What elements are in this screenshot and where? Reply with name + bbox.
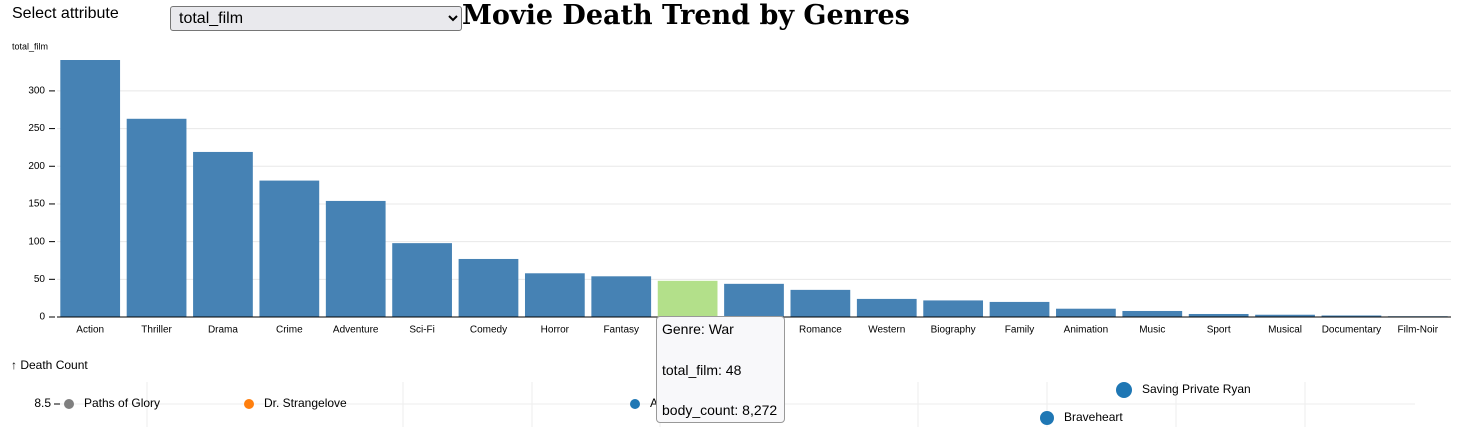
point-label: Paths of Glory xyxy=(84,396,160,410)
point-label: A xyxy=(650,396,658,410)
x-tick-label: Film-Noir xyxy=(1398,325,1439,336)
x-tick-label: Drama xyxy=(208,325,238,336)
y-tick-label: 50 xyxy=(34,274,46,285)
bar xyxy=(1188,313,1249,317)
y-tick-label: 250 xyxy=(28,123,45,134)
attribute-select[interactable]: total_film xyxy=(170,6,462,31)
bar xyxy=(724,283,784,317)
point-label: Dr. Strangelove xyxy=(264,396,347,410)
x-tick-label: Crime xyxy=(276,325,303,336)
tooltip-line: body_count: 8,272 xyxy=(662,402,778,418)
bar xyxy=(1321,315,1382,317)
point-label: Saving Private Ryan xyxy=(1142,382,1251,396)
bar xyxy=(856,298,917,317)
x-tick-label: Action xyxy=(76,325,104,336)
bar xyxy=(60,60,121,317)
x-tick-label: Thriller xyxy=(141,325,172,336)
x-tick-label: Animation xyxy=(1064,325,1108,336)
x-tick-label: Western xyxy=(868,325,905,336)
bar xyxy=(790,289,851,317)
y-tick-label: 200 xyxy=(28,161,45,172)
x-tick-label: Comedy xyxy=(470,325,507,336)
bar xyxy=(259,180,320,317)
y-axis-label: ↑ Death Count xyxy=(11,358,88,372)
chart-title: Movie Death Trend by Genres xyxy=(462,0,910,31)
bar xyxy=(325,200,386,317)
bar xyxy=(591,276,652,317)
x-tick-label: Biography xyxy=(931,325,976,336)
point xyxy=(244,399,254,409)
y-axis-label: total_film xyxy=(12,41,48,51)
bar xyxy=(1122,310,1183,317)
tooltip: Genre: War total_film: 48 body_count: 8,… xyxy=(656,316,785,423)
bar xyxy=(923,300,984,317)
x-tick-label: Adventure xyxy=(333,325,379,336)
x-tick-label: Documentary xyxy=(1322,325,1381,336)
bar xyxy=(989,301,1050,317)
tooltip-line: Genre: War xyxy=(662,321,734,337)
tooltip-line: total_film: 48 xyxy=(662,362,742,378)
point-label: Braveheart xyxy=(1064,410,1123,424)
x-tick-label: Sport xyxy=(1207,325,1231,336)
bar xyxy=(458,258,519,317)
y-tick-label: 300 xyxy=(28,86,45,97)
select-label: Select attribute xyxy=(12,5,119,22)
y-tick-label: 0 xyxy=(39,312,45,323)
x-tick-label: Music xyxy=(1139,325,1165,336)
bar xyxy=(126,118,187,318)
x-tick-label: Sci-Fi xyxy=(409,325,435,336)
x-tick-label: Romance xyxy=(799,325,842,336)
point xyxy=(1116,382,1132,398)
y-tick-label: 100 xyxy=(28,236,45,247)
bar xyxy=(1255,314,1315,317)
point xyxy=(630,399,640,409)
bar xyxy=(524,273,585,317)
point xyxy=(64,399,74,409)
y-tick-label: 150 xyxy=(28,199,45,210)
bar xyxy=(1056,308,1116,317)
x-tick-label: Horror xyxy=(541,325,570,336)
x-tick-label: Family xyxy=(1005,325,1034,336)
bar xyxy=(392,243,452,317)
y-tick-label: 8.5 xyxy=(34,396,51,410)
point xyxy=(1040,411,1054,425)
bar xyxy=(657,280,718,317)
x-tick-label: Musical xyxy=(1268,325,1302,336)
x-tick-label: Fantasy xyxy=(603,325,639,336)
bar xyxy=(193,151,253,317)
